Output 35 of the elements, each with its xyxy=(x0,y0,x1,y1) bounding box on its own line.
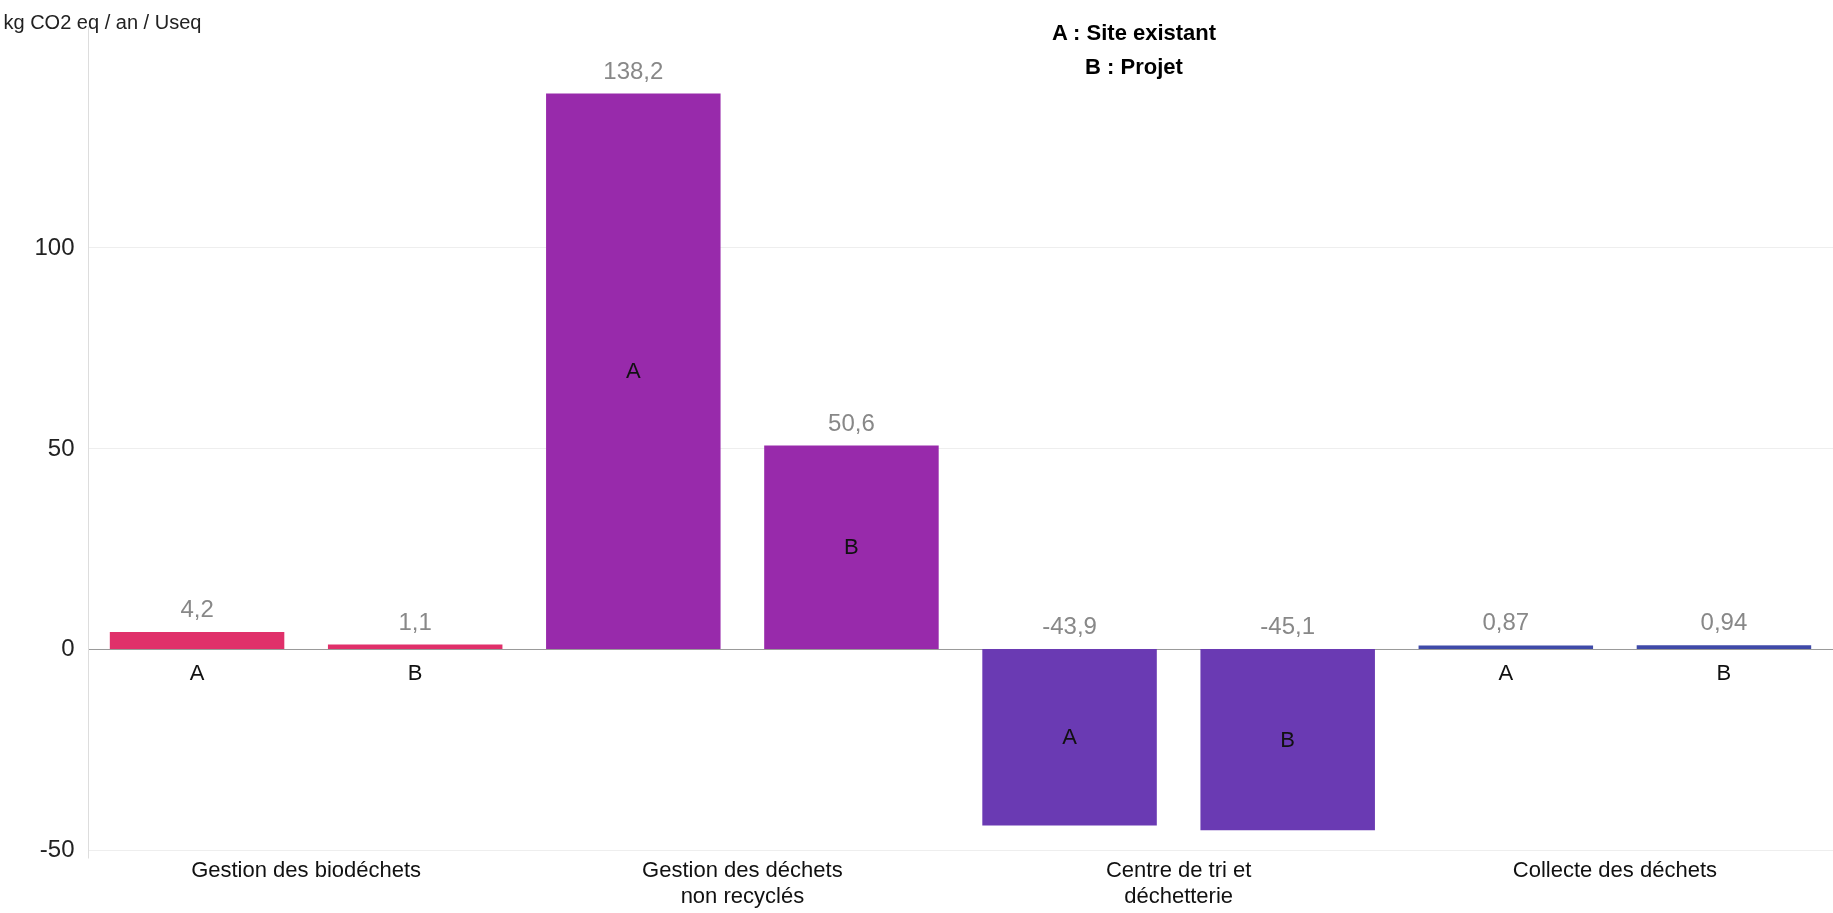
y-tick-label: 100 xyxy=(34,232,75,260)
x-tick-label: A xyxy=(189,660,205,685)
data-label: -45,1 xyxy=(1260,612,1316,639)
bar xyxy=(764,445,939,649)
data-label: 0,94 xyxy=(1700,608,1748,636)
data-label: 0,87 xyxy=(1482,608,1530,636)
bar xyxy=(109,632,285,649)
x-tick-label: B xyxy=(844,534,859,560)
bar xyxy=(1418,645,1594,649)
x-tick-label: B xyxy=(1280,726,1296,752)
annotation: Centre de tri et déchetterie xyxy=(1105,857,1252,908)
x-tick-label: B xyxy=(407,660,423,685)
bar xyxy=(1200,649,1375,831)
text: B : Projet xyxy=(1085,54,1184,79)
bar xyxy=(1636,645,1812,649)
bar xyxy=(982,649,1157,826)
x-tick-label: A xyxy=(1062,724,1078,750)
annotation: Gestion des biodéchets xyxy=(191,857,422,882)
data-label: 4,2 xyxy=(180,595,214,623)
data-label: 138,2 xyxy=(603,56,664,84)
bar xyxy=(546,93,721,649)
annotation: Gestion des déchets non recyclés xyxy=(642,857,843,908)
y-tick-label: 0 xyxy=(61,634,75,662)
y-axis-title: kg CO2 eq / an / Useq xyxy=(3,10,202,33)
bar xyxy=(327,644,503,649)
data-label: 1,1 xyxy=(398,607,432,635)
annotation: Collecte des déchets xyxy=(1512,857,1717,882)
y-tick-label: 50 xyxy=(47,433,75,461)
x-tick-label: B xyxy=(1716,660,1732,685)
chart-title: A : Site existant xyxy=(1051,20,1217,45)
x-tick-label: A xyxy=(1498,660,1514,685)
y-tick-label: -50 xyxy=(39,835,75,863)
data-label: 50,6 xyxy=(828,408,875,436)
x-tick-label: A xyxy=(625,358,641,384)
data-label: -43,9 xyxy=(1042,612,1097,639)
